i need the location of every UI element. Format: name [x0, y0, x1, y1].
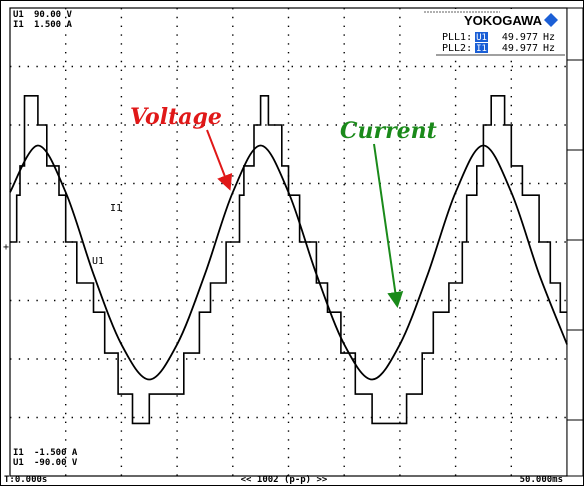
current-annotation: Current — [340, 118, 437, 144]
pll-panel-background — [424, 9, 565, 55]
pll2-source: I1 — [476, 44, 487, 54]
top-ch2-value: 1.500 A — [34, 20, 73, 30]
bottom-ch2-name: I1 — [13, 448, 24, 458]
pll2-label: PLL2: — [442, 43, 472, 54]
trace-label-current: I1 — [110, 203, 122, 214]
top-ch1-name: U1 — [13, 10, 24, 20]
brand-logo: YOKOGAWA — [464, 13, 543, 28]
top-ch2-name: I1 — [13, 20, 24, 30]
top-scale-readout: U1 90.00 V I1 1.500 A — [13, 10, 73, 30]
pll-panel: YOKOGAWA PLL1: U1 49.977 Hz PLL2: I1 49.… — [424, 9, 565, 56]
record-length: << 1002 (p-p) >> — [241, 475, 328, 485]
pll1-value: 49.977 — [502, 32, 538, 43]
voltage-annotation: Voltage — [130, 104, 222, 130]
bottom-scale-readout: I1 -1.500 A U1 -90.00 V — [13, 448, 78, 468]
ground-marker: + — [3, 242, 9, 253]
pll1-source-badge — [475, 32, 488, 42]
pll2-unit: Hz — [543, 43, 555, 54]
footer: T:0.000s << 1002 (p-p) >> 50.000ms — [4, 475, 563, 485]
top-ch1-value: 90.00 V — [34, 10, 73, 20]
brand-diamond-icon — [544, 13, 558, 27]
time-start: T:0.000s — [4, 475, 47, 485]
pll2-value: 49.977 — [502, 43, 538, 54]
bottom-ch1-value: -90.00 V — [34, 458, 78, 468]
current-trace — [9, 144, 568, 381]
bottom-ch1-name: U1 — [13, 458, 24, 468]
pll2-source-badge — [475, 43, 488, 53]
voltage-arrow — [206, 129, 233, 191]
current-arrow — [373, 143, 404, 308]
side-panel — [566, 7, 584, 477]
bottom-ch2-value: -1.500 A — [34, 448, 78, 458]
time-end: 50.000ms — [520, 475, 563, 485]
voltage-trace — [10, 95, 567, 425]
trace-label-voltage: U1 — [92, 256, 104, 267]
pll1-source: U1 — [476, 33, 487, 43]
pll1-unit: Hz — [543, 32, 555, 43]
pll1-label: PLL1: — [442, 32, 472, 43]
side-panel-ticks — [567, 59, 583, 421]
